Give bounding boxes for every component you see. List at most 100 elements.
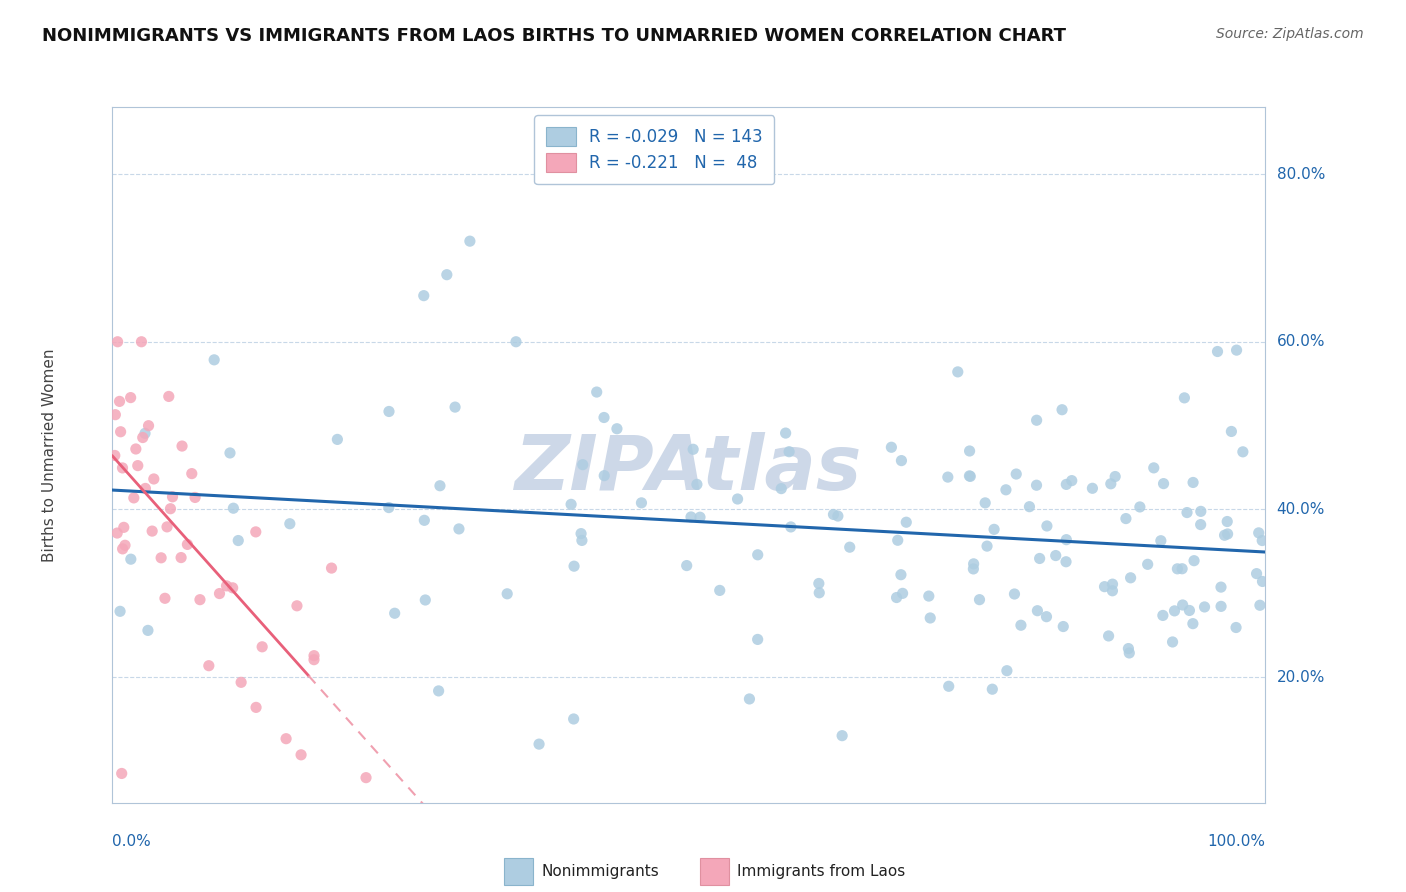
Point (1054, 555, 1077, 569)
Point (1194, 599, 1216, 614)
Point (959, 444, 981, 458)
Point (132, 431, 155, 445)
Point (413, 593, 436, 607)
Point (378, 404, 401, 418)
Point (946, 365, 969, 379)
Point (134, 482, 156, 496)
Point (527, 737, 550, 751)
Point (105, 526, 128, 541)
Point (890, 567, 912, 582)
Point (1094, 580, 1116, 594)
Point (153, 591, 176, 606)
Point (226, 533, 249, 548)
Point (114, 538, 136, 552)
Point (1119, 571, 1142, 585)
Point (886, 591, 908, 605)
Point (1189, 517, 1212, 532)
Point (170, 550, 193, 565)
Point (1220, 425, 1243, 439)
Point (918, 589, 941, 603)
Point (208, 586, 231, 600)
Point (1052, 619, 1074, 633)
Point (1171, 562, 1194, 576)
Text: 0.0%: 0.0% (112, 834, 152, 849)
Point (112, 520, 135, 534)
Point (136, 624, 159, 638)
Point (157, 389, 180, 403)
Point (444, 400, 467, 414)
Point (111, 541, 134, 556)
Point (779, 520, 801, 534)
Point (959, 469, 981, 483)
Point (141, 524, 163, 538)
Point (162, 490, 184, 504)
Point (302, 653, 325, 667)
Point (675, 558, 697, 573)
Point (880, 440, 903, 454)
Point (962, 562, 984, 576)
Point (938, 679, 960, 693)
Point (231, 675, 253, 690)
Point (560, 497, 582, 511)
Point (995, 664, 1018, 678)
Point (184, 491, 207, 505)
Point (1216, 515, 1239, 529)
Legend: R = -0.029   N = 143, R = -0.221   N =  48: R = -0.029 N = 143, R = -0.221 N = 48 (534, 115, 775, 184)
Point (983, 522, 1005, 536)
Point (709, 583, 731, 598)
Point (585, 385, 607, 400)
Point (156, 520, 179, 534)
Point (682, 442, 704, 457)
Point (245, 524, 267, 539)
FancyBboxPatch shape (505, 858, 533, 885)
Point (221, 581, 243, 595)
Point (896, 515, 918, 529)
Point (1036, 519, 1059, 533)
Point (562, 559, 585, 574)
Point (1005, 467, 1028, 481)
Point (274, 731, 297, 746)
Point (1028, 551, 1050, 566)
Point (222, 501, 245, 516)
Point (689, 510, 711, 524)
Point (936, 470, 959, 484)
Point (122, 491, 145, 505)
Point (1173, 391, 1195, 405)
Point (920, 611, 942, 625)
Point (1081, 481, 1104, 495)
Point (429, 479, 451, 493)
Point (686, 477, 709, 491)
Point (1182, 475, 1205, 490)
Point (1171, 598, 1194, 612)
Point (285, 599, 308, 613)
Point (959, 469, 981, 483)
Point (134, 426, 156, 441)
Point (630, 496, 652, 510)
Point (747, 548, 769, 562)
Point (1045, 549, 1067, 563)
Point (962, 557, 984, 571)
Point (458, 234, 481, 248)
Point (1050, 402, 1073, 417)
Point (1206, 344, 1229, 359)
Point (142, 472, 165, 486)
Point (969, 592, 991, 607)
Point (125, 442, 148, 456)
Text: 60.0%: 60.0% (1277, 334, 1324, 350)
Point (1209, 599, 1232, 614)
Point (1216, 527, 1239, 541)
Point (1118, 641, 1140, 656)
Point (120, 391, 142, 405)
Point (1018, 500, 1040, 514)
Point (807, 576, 830, 591)
Point (127, 458, 149, 473)
Point (1010, 618, 1032, 632)
Point (436, 268, 458, 282)
Point (1163, 604, 1185, 618)
Point (891, 586, 914, 600)
Point (138, 418, 160, 433)
Point (994, 483, 1017, 497)
Point (1246, 566, 1268, 581)
Text: Births to Unmarried Women: Births to Unmarried Women (42, 348, 56, 562)
Point (571, 458, 593, 472)
